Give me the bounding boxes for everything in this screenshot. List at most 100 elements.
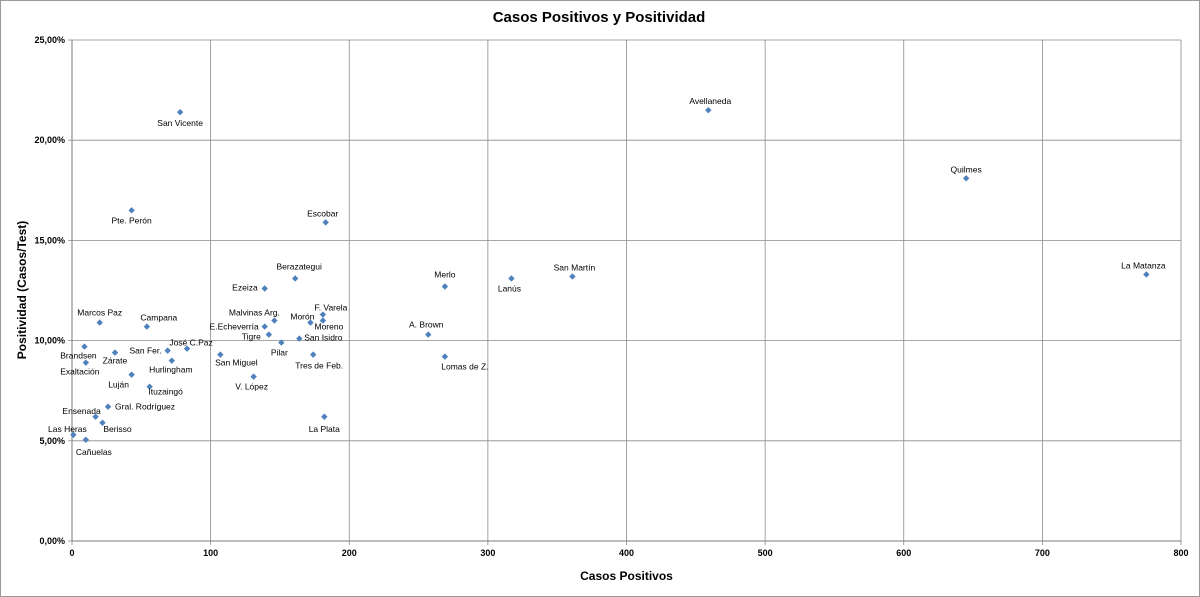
data-point-label: Tres de Feb. [295,361,343,371]
data-point-label: Zárate [103,356,128,366]
data-point-label: San Martín [554,262,596,272]
data-point-label: Las Heras [48,424,87,434]
data-point-marker [164,347,171,354]
data-point-marker [1143,271,1150,278]
data-point-marker [278,339,285,346]
y-tick-label: 15,00% [34,235,65,245]
data-point-label: San Fer. [130,346,162,356]
data-point-marker [425,331,432,338]
x-tick-label: 500 [758,548,773,558]
data-point-marker [128,207,135,214]
data-point-marker [82,436,90,443]
data-point-label: V. López [235,382,268,392]
data-point-marker [146,383,153,390]
chart-title: Casos Positivos y Positividad [492,9,706,26]
data-point-label: A. Brown [409,320,444,330]
data-point-label: Avellaneda [689,96,731,106]
y-tick-label: 0,00% [39,536,65,546]
data-point-marker [96,319,103,326]
data-point-marker [92,413,99,420]
data-point-label: Berazategui [276,261,321,271]
data-point-marker [261,285,268,292]
x-tick-label: 800 [1173,548,1188,558]
data-point-label: Marcos Paz [77,308,122,318]
data-point-label: Lanús [498,283,521,293]
data-point-marker [508,275,515,282]
data-point-marker [321,413,328,420]
data-point-label: Pilar [271,348,288,358]
x-tick-label: 600 [896,548,911,558]
data-point-marker [271,317,278,324]
data-point-label: San Isidro [304,333,343,343]
x-tick-label: 0 [69,548,74,558]
data-point-label: Pte. Perón [112,215,152,225]
data-point-label: Brandsen [60,351,97,361]
data-point-label: Moreno [314,322,343,332]
data-point-label: E.Echeverría [210,322,259,332]
data-point-label: Berisso [103,424,132,434]
data-point-marker [176,108,184,116]
y-tick-label: 5,00% [39,436,65,446]
data-point-marker [250,373,257,380]
data-point-label: Quilmes [951,164,982,174]
data-point-marker [441,283,449,290]
data-point-label: Luján [108,380,129,390]
data-point-label: Tigre [242,332,261,342]
data-point-label: San Miguel [215,358,258,368]
x-axis-title: Casos Positivos [580,569,673,583]
data-point-marker [217,351,224,358]
data-point-marker [82,359,90,366]
data-point-marker [310,351,317,358]
data-point-label: Morón [290,312,314,322]
data-point-label: Ezeiza [232,282,258,292]
x-tick-label: 300 [480,548,495,558]
data-point-marker [569,273,576,280]
data-point-label: Ensenada [62,406,101,416]
data-point-label: José C.Paz [169,338,212,348]
y-tick-label: 10,00% [34,336,65,346]
y-axis-title: Positividad (Casos/Test) [15,220,29,360]
data-point-marker [296,335,303,342]
data-point-label: Campana [140,313,177,323]
data-point-marker [168,357,176,364]
x-tick-label: 100 [203,548,218,558]
data-point-marker [128,371,135,378]
data-point-label: Merlo [434,269,456,279]
data-point-marker [70,431,77,438]
data-point-marker [962,175,970,182]
data-point-label: Gral. Rodríguez [115,402,175,412]
data-point-label: Cañuelas [76,447,112,457]
data-point-marker [111,349,119,356]
data-point-marker [705,106,712,114]
data-point-label: Ituzaingó [148,387,183,397]
y-tick-label: 20,00% [34,135,65,145]
data-point-marker [265,331,273,338]
data-point-marker [291,275,299,282]
x-tick-label: 400 [619,548,634,558]
y-tick-label: 25,00% [34,35,65,45]
x-tick-label: 700 [1035,548,1050,558]
data-point-label: F. Varela [314,303,347,313]
data-point-marker [81,343,88,350]
data-point-marker [261,323,268,330]
data-point-label: Lomas de Z. [441,362,488,372]
data-point-label: Escobar [307,208,338,218]
data-point-label: Malvinas Arg. [229,308,280,318]
data-point-marker [143,323,151,330]
data-point-marker [104,403,112,410]
data-point-marker [322,219,329,226]
data-point-marker [99,419,106,426]
data-point-marker [183,345,191,352]
data-point-marker [441,353,449,360]
x-tick-label: 200 [342,548,357,558]
data-point-label: Exaltación [60,367,99,377]
data-point-label: La Plata [309,424,340,434]
data-point-marker [319,311,327,318]
data-point-label: Hurlingham [149,365,192,375]
data-point-marker [307,319,314,326]
data-point-marker [319,317,327,324]
data-point-label: La Matanza [1121,260,1166,270]
data-point-label: San Vicente [157,118,203,128]
